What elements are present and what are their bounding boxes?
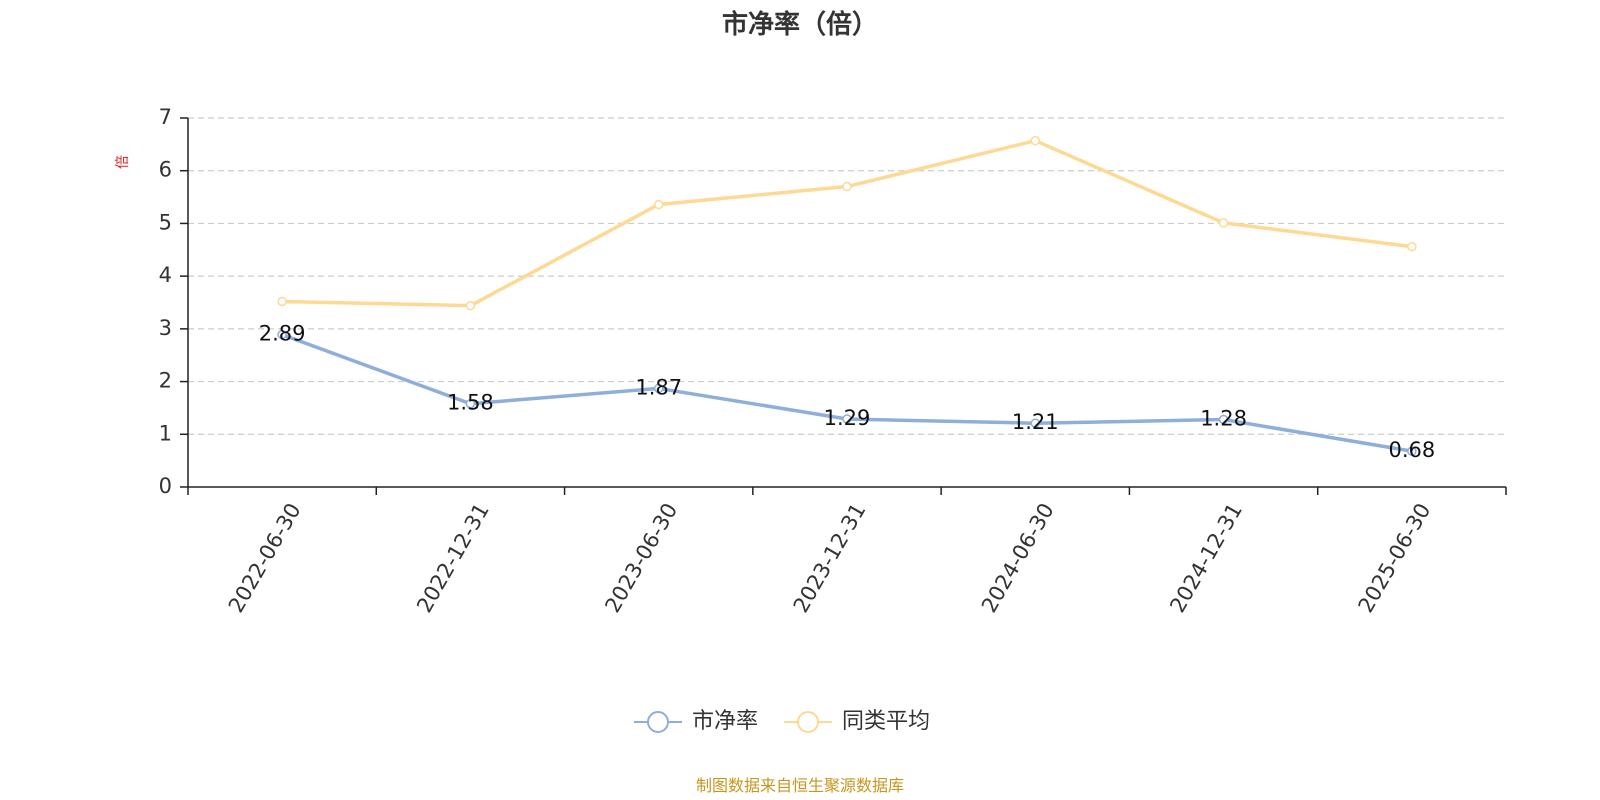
- series-point: [465, 398, 476, 409]
- series-point: [465, 300, 476, 311]
- axes: 0 1 2 3 4 5 6 7 2022-06-30 2022-12-31 2023-06-30 20…: [159, 105, 1507, 617]
- legend-item-2[interactable]: 同类平均: [784, 709, 930, 734]
- x-tick-label: 2024-12-31: [1165, 499, 1247, 617]
- y-tick-label: 3: [159, 316, 172, 340]
- series-point: [653, 383, 664, 394]
- data-labels: 2.89 1.58 1.87 1.29 1.21 1.28 0.68: [259, 322, 1435, 462]
- grid-lines: [188, 117, 1506, 435]
- series-point: [1218, 218, 1229, 228]
- y-tick-label: 4: [159, 263, 172, 287]
- x-tick-label: 2025-06-30: [1354, 499, 1436, 617]
- chart-title: 市净率（倍）: [722, 9, 878, 40]
- data-label: 1.29: [824, 406, 871, 430]
- x-tick-label: 2022-06-30: [224, 499, 306, 617]
- series-point: [277, 329, 287, 340]
- series-point: [1030, 135, 1041, 146]
- data-label: 2.89: [259, 322, 306, 346]
- y-tick-label: 7: [159, 105, 172, 129]
- series-point: [842, 181, 852, 192]
- x-tick-label: 2023-06-30: [600, 499, 682, 617]
- x-tick-label: 2022-12-31: [412, 499, 494, 617]
- legend-item-1[interactable]: 市净率: [634, 709, 758, 734]
- data-label: 0.68: [1388, 438, 1435, 462]
- legend-marker-icon: [647, 711, 669, 733]
- series-point: [842, 414, 852, 424]
- data-label: 1.21: [1012, 410, 1059, 434]
- y-tick-label: 1: [159, 421, 172, 445]
- series-point: [1218, 414, 1229, 425]
- y-axis-label: 倍: [115, 155, 131, 169]
- legend-label: 同类平均: [842, 709, 930, 734]
- x-tick-label: 2023-12-31: [789, 499, 871, 617]
- legend-label: 市净率: [692, 709, 758, 734]
- series-point: [1407, 241, 1417, 252]
- legend-marker-icon: [797, 711, 819, 733]
- source-note: 制图数据来自恒生聚源数据库: [696, 776, 904, 795]
- x-tick-label: 2024-06-30: [977, 499, 1059, 617]
- y-tick-label: 2: [159, 369, 172, 393]
- y-tick-label: 5: [159, 210, 172, 234]
- legend[interactable]: 市净率 同类平均: [634, 709, 930, 734]
- series-lines: [277, 135, 1417, 456]
- series-point: [277, 296, 287, 307]
- data-label: 1.28: [1200, 407, 1247, 431]
- series-point: [1407, 446, 1417, 456]
- data-label: 1.87: [635, 375, 682, 399]
- series-point: [1030, 418, 1041, 428]
- data-label: 1.58: [447, 391, 494, 415]
- series-point: [653, 199, 664, 210]
- y-tick-label: 0: [159, 474, 172, 498]
- y-tick-label: 6: [159, 158, 172, 182]
